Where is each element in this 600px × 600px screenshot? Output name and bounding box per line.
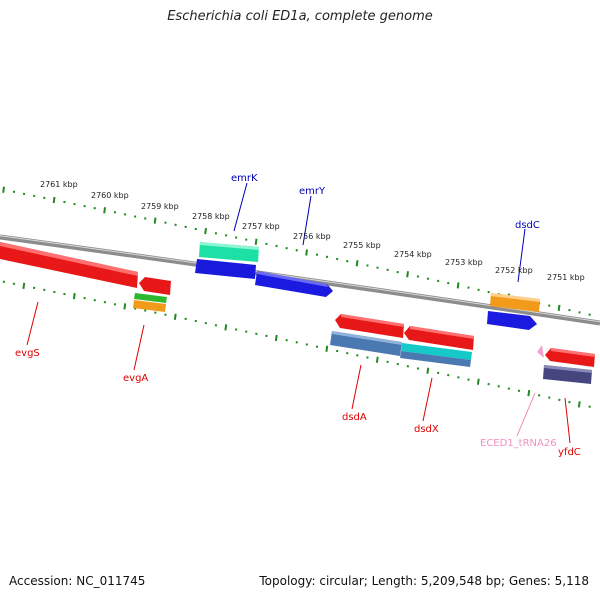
map-title: Escherichia coli ED1a, complete genome <box>167 9 433 24</box>
gene-emrK-highlight <box>200 242 259 250</box>
tick-major <box>325 345 329 352</box>
coord-label: 2756 kbp <box>293 232 331 241</box>
topology-label: Topology: circular; Length: 5,209,548 bp… <box>259 574 589 588</box>
gene-label-emrK[interactable]: emrK <box>231 173 258 184</box>
tick-major <box>375 356 379 363</box>
tick-major <box>52 196 56 204</box>
leader-evgS <box>26 301 39 346</box>
tick-major <box>22 282 26 290</box>
tick-major <box>173 313 177 320</box>
gene-dsdA-blue-highlight <box>332 331 402 345</box>
leader-trna26 <box>516 392 536 437</box>
gene-dsdA-blue[interactable] <box>330 331 402 356</box>
coordinate-labels: 2761 kbp 2760 kbp 2759 kbp 2758 kbp 2757… <box>40 180 585 282</box>
gene-dsdC-lower[interactable] <box>487 311 537 330</box>
tick-major <box>406 271 409 278</box>
tick-major <box>153 217 157 224</box>
gene-dsdX-highlight <box>410 326 474 339</box>
tick-major <box>72 292 76 300</box>
tick-major <box>274 334 278 342</box>
gene-dsdC-highlight <box>491 293 540 302</box>
gene-label-dsdC[interactable]: dsdC <box>515 220 540 231</box>
leader-dsdX <box>422 377 433 422</box>
gene-dsdX-blue[interactable] <box>400 351 471 367</box>
gene-yfdC-highlight <box>551 348 595 357</box>
gene-dsdX[interactable] <box>404 326 474 350</box>
outer-tick-track <box>2 186 591 316</box>
coord-label: 2757 kbp <box>242 222 280 231</box>
coord-label: 2753 kbp <box>445 258 483 267</box>
coord-label: 2752 kbp <box>495 266 533 275</box>
leader-emrK <box>233 182 248 232</box>
genome-backbone-highlight <box>0 235 600 323</box>
gene-evgA-orange[interactable] <box>133 300 166 312</box>
gene-evgA-green[interactable] <box>134 293 167 303</box>
tick-major <box>527 389 531 397</box>
gene-label-dsdA[interactable]: dsdA <box>342 412 367 423</box>
gene-dsdX-cyan[interactable] <box>401 343 472 360</box>
gene-dsdA-highlight <box>341 314 404 327</box>
coord-label: 2761 kbp <box>40 180 78 189</box>
gene-labels: emrK emrY dsdC evgS evgA dsdA dsdX ECED1… <box>15 173 581 458</box>
tick-major <box>426 367 430 374</box>
leader-dsdC <box>517 228 526 283</box>
gene-label-emrY[interactable]: emrY <box>299 186 326 197</box>
tick-major <box>224 324 228 331</box>
gene-evgA[interactable] <box>139 277 171 295</box>
leader-dsdA <box>351 364 362 410</box>
tick-major <box>103 207 106 214</box>
gene-emrY[interactable] <box>255 271 333 297</box>
gene-label-yfdC[interactable]: yfdC <box>558 447 581 458</box>
coord-label: 2754 kbp <box>394 250 432 259</box>
gene-evgS-highlight <box>0 242 138 276</box>
coord-label: 2760 kbp <box>91 191 129 200</box>
inner-tick-track <box>2 280 591 408</box>
tick-major <box>456 282 460 289</box>
leader-yfdC <box>564 397 571 444</box>
reverse-features <box>0 242 595 384</box>
gene-label-trna26[interactable]: ECED1_tRNA26 <box>480 438 557 449</box>
tick-major <box>123 303 127 310</box>
gene-leader-lines <box>26 182 571 444</box>
tick-major <box>476 378 480 385</box>
leader-evgA <box>133 324 145 371</box>
coord-label: 2759 kbp <box>141 202 179 211</box>
tick-major <box>305 249 308 256</box>
tick-major <box>557 304 561 312</box>
gene-label-evgA[interactable]: evgA <box>123 373 148 384</box>
gene-label-dsdX[interactable]: dsdX <box>414 424 439 435</box>
tick-major <box>254 238 258 245</box>
gene-yfdC-lower-highlight <box>544 365 592 373</box>
tick-major <box>577 401 581 408</box>
coord-label: 2755 kbp <box>343 241 381 250</box>
gene-emrY-highlight <box>257 271 328 287</box>
accession-label: Accession: NC_011745 <box>9 574 146 588</box>
forward-features <box>195 242 540 330</box>
tick-major <box>204 227 207 235</box>
gene-dsdA[interactable] <box>335 314 404 338</box>
coord-label: 2751 kbp <box>547 273 585 282</box>
gene-label-evgS[interactable]: evgS <box>15 348 40 359</box>
trna-eced1-trna26[interactable] <box>537 345 544 358</box>
gene-emrK-lower[interactable] <box>195 259 256 279</box>
leader-emrY <box>302 195 312 246</box>
tick-major <box>355 260 359 267</box>
tick-major <box>2 186 5 193</box>
coord-label: 2758 kbp <box>192 212 230 221</box>
